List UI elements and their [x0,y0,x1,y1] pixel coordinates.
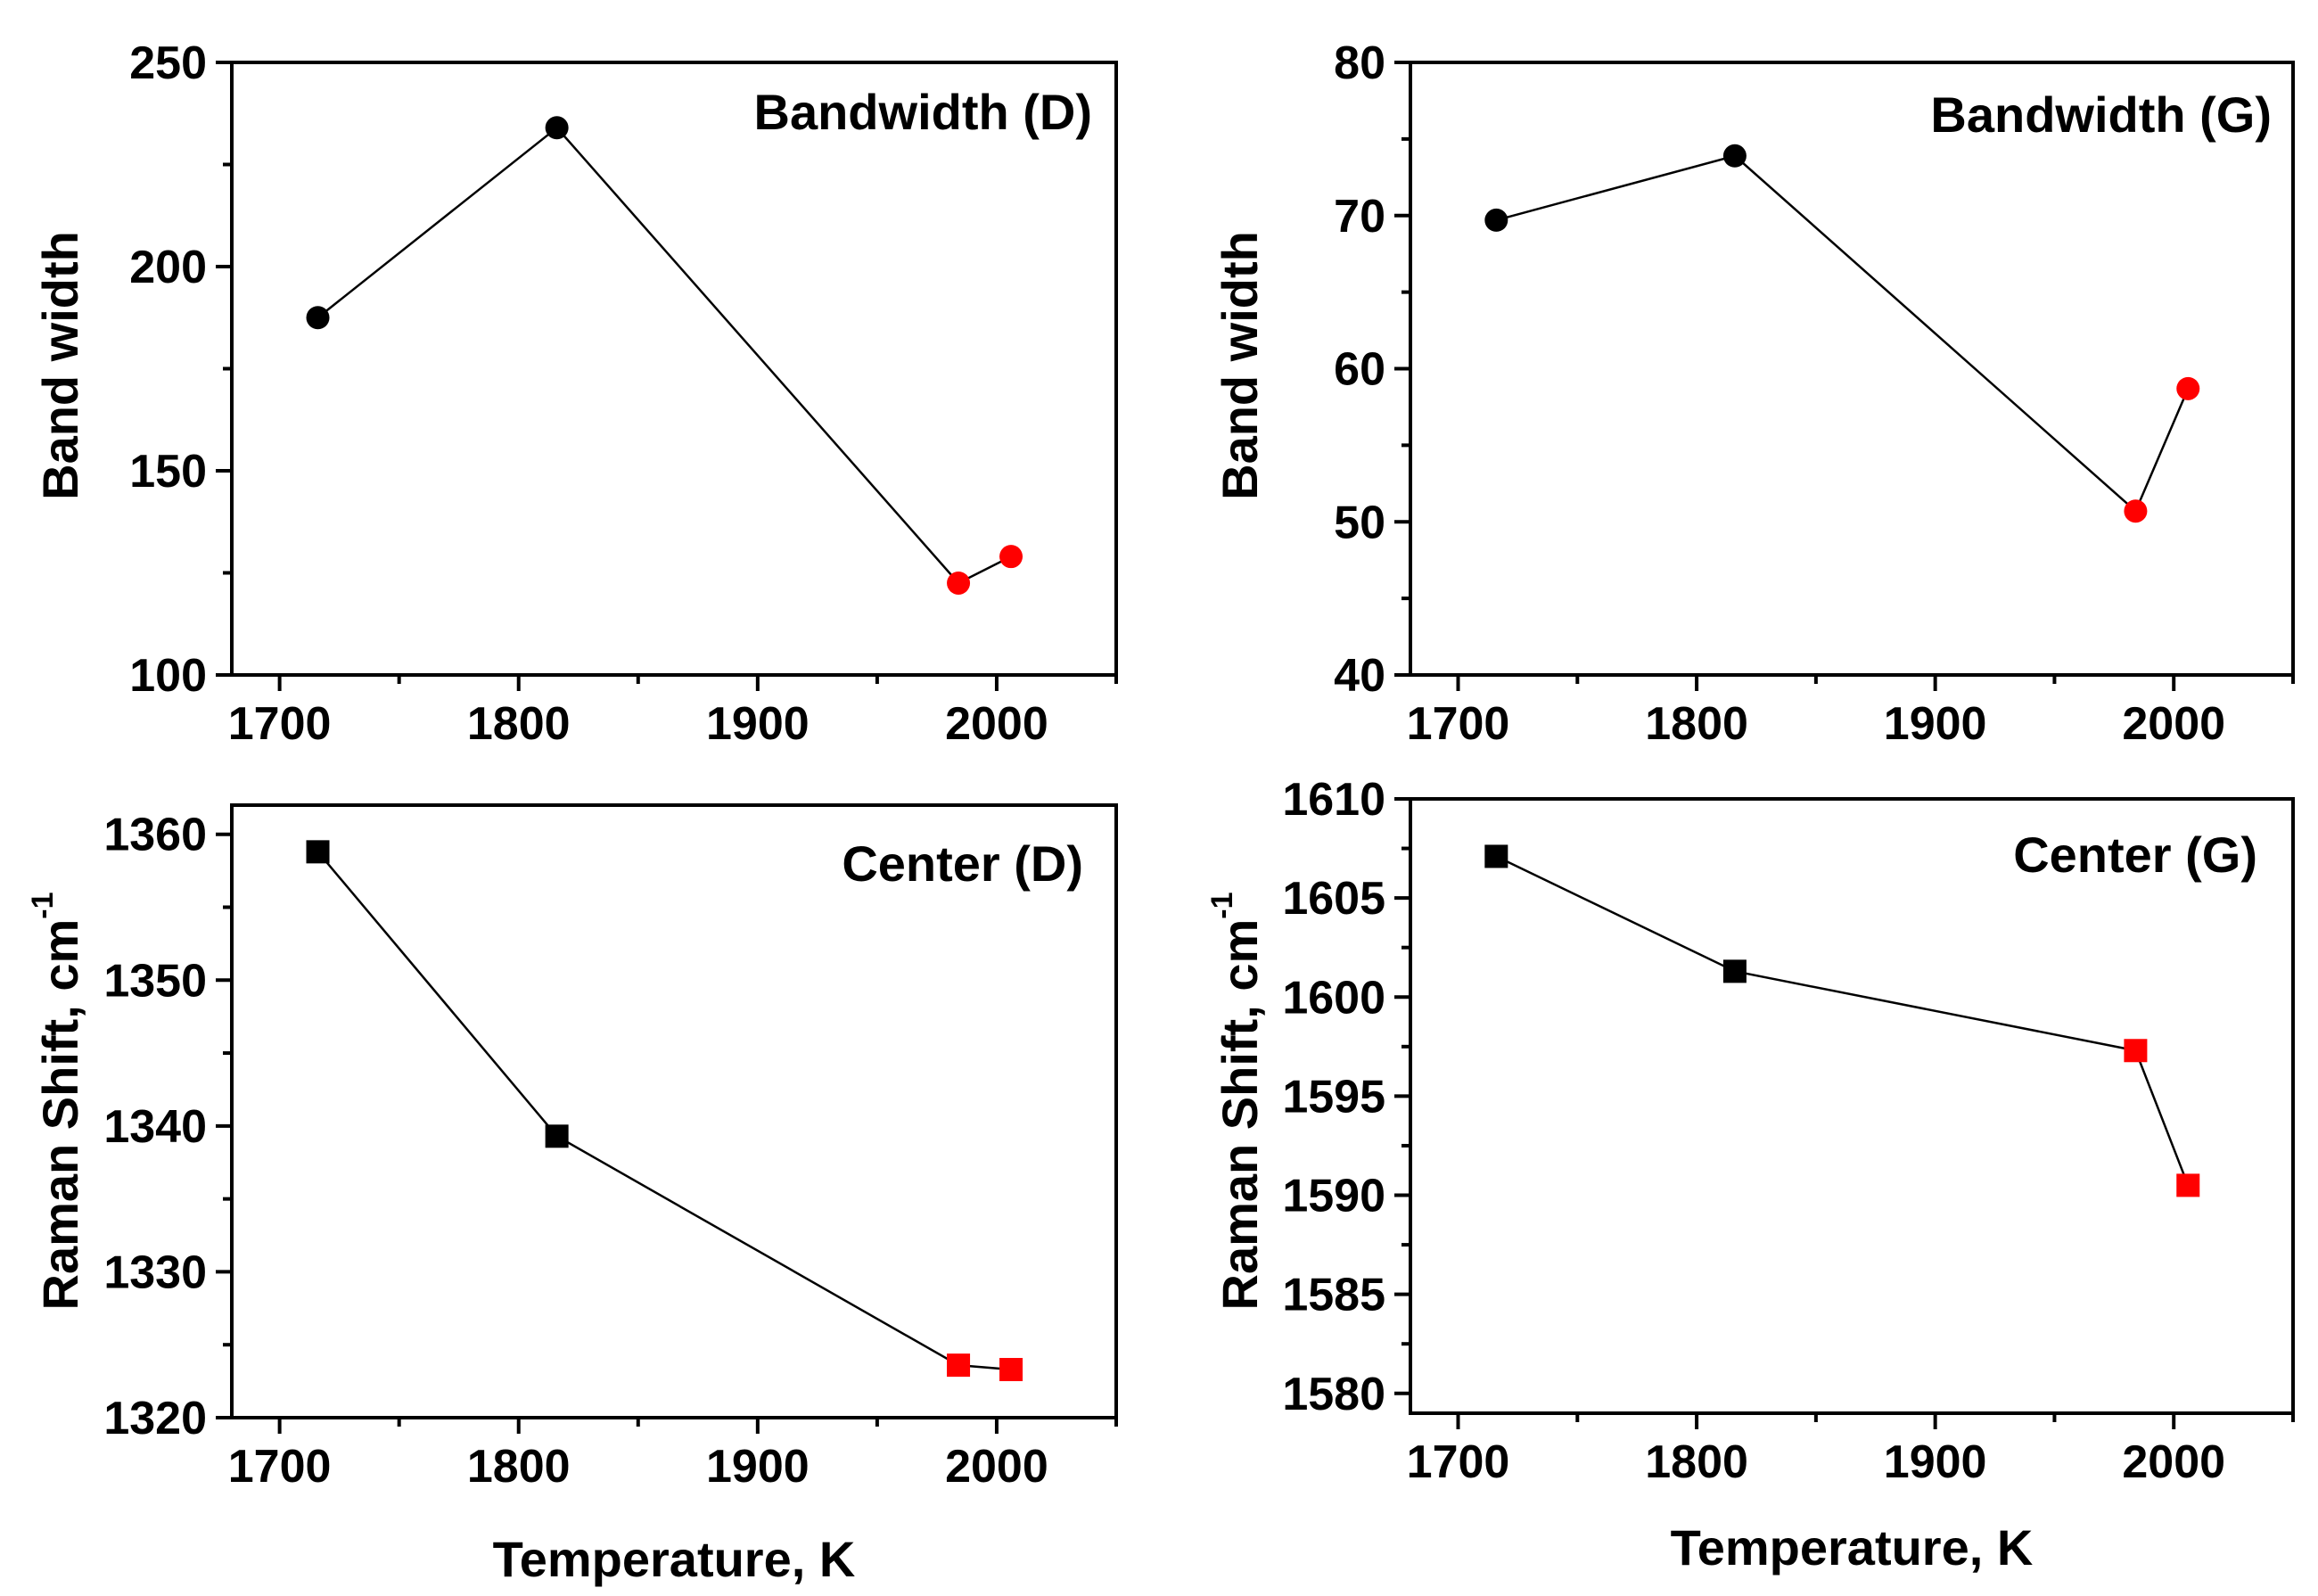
x-tick-label: 1800 [467,698,571,750]
y-tick-label: 1610 [1282,774,1385,826]
data-point [306,306,330,330]
x-tick-label: 1700 [1407,1436,1510,1488]
plot-frame [1409,797,2295,1415]
y-axis-title-superscript: -1 [1205,893,1239,919]
panel-title: Center (G) [2013,827,2257,883]
y-tick-label: 150 [129,446,207,498]
panel-title: Bandwidth (G) [1930,86,2272,143]
y-tick-label: 1580 [1282,1369,1385,1420]
y-tick-label: 1330 [103,1246,207,1298]
y-tick-label: 1350 [103,955,207,1007]
data-point [2176,376,2200,400]
y-tick-label: 50 [1334,497,1385,548]
series-line [1495,154,2190,514]
data-point [2124,499,2148,523]
x-tick-label: 1900 [706,698,810,750]
panel-title: Bandwidth (D) [754,84,1092,140]
x-tick-label: 1900 [1884,698,1987,750]
y-tick-label: 1590 [1282,1171,1385,1222]
data-point [545,1124,569,1148]
y-tick-label: 100 [129,650,207,702]
x-tick-label: 1700 [1407,698,1510,750]
data-point [2124,1039,2148,1063]
x-tick-label: 2000 [945,1441,1048,1493]
data-point [999,545,1023,569]
data-point [947,571,971,595]
data-point [1722,144,1747,168]
plot-frame [1409,61,2295,677]
chart-panel-2: 1700 1800 1900 2000 40 50 60 70 80 Bandwidth (G) B… [1212,37,2295,750]
y-tick-label: 60 [1334,344,1385,396]
data-point [545,116,569,140]
y-tick-label: 250 [129,37,207,89]
y-tick-label: 40 [1334,650,1385,702]
y-tick-label: 1340 [103,1101,207,1153]
data-point [1722,959,1747,983]
data-point [2176,1173,2200,1197]
x-tick-label: 1800 [467,1441,571,1493]
y-tick-label: 1600 [1282,972,1385,1024]
x-tick-label: 1900 [706,1441,810,1493]
x-tick-label: 2000 [2122,698,2225,750]
y-tick-label: 1360 [103,810,207,861]
plot-frame [230,803,1118,1419]
chart-panel-4: 1700 1800 1900 2000 1580 1585 1590 1595 1600 1605… [1205,774,2295,1575]
y-axis-title: Raman Shift, cm-1 [1205,893,1268,1311]
plot-frame [230,61,1118,677]
x-tick-label: 1700 [228,698,332,750]
panel-title: Center (D) [842,835,1083,892]
x-tick-label: 1800 [1645,1436,1748,1488]
y-tick-label: 1605 [1282,873,1385,925]
y-axis-title: Band width [1212,231,1268,500]
data-point [306,840,330,864]
x-tick-label: 2000 [2122,1436,2225,1488]
chart-panel-3: 1700 1800 1900 2000 1320 1330 1340 1350 1360 Cent… [26,803,1118,1587]
series-line [316,851,1012,1371]
y-tick-label: 1585 [1282,1270,1385,1321]
x-axis-title: Temperature, K [493,1531,856,1587]
x-axis-title: Temperature, K [1671,1519,2034,1575]
y-axis-title-superscript: -1 [26,893,60,919]
y-tick-label: 70 [1334,191,1385,243]
y-axis-title: Band width [32,231,88,500]
series-line [1495,855,2190,1186]
data-point [1484,208,1508,232]
x-tick-label: 1700 [228,1441,332,1493]
data-point [1484,844,1508,868]
y-tick-label: 1595 [1282,1071,1385,1123]
y-axis-title: Raman Shift, cm-1 [26,893,88,1311]
series-line [316,126,1012,585]
y-tick-label: 80 [1334,37,1385,89]
chart-panel-1: 1700 1800 1900 2000 100 150 200 250 Bandwidth (D… [32,37,1118,750]
y-tick-label: 1320 [103,1393,207,1444]
x-tick-label: 1900 [1884,1436,1987,1488]
data-point [999,1358,1023,1382]
x-tick-label: 2000 [945,698,1048,750]
y-tick-label: 200 [129,242,207,293]
data-point [947,1353,971,1378]
x-tick-label: 1800 [1645,698,1748,750]
